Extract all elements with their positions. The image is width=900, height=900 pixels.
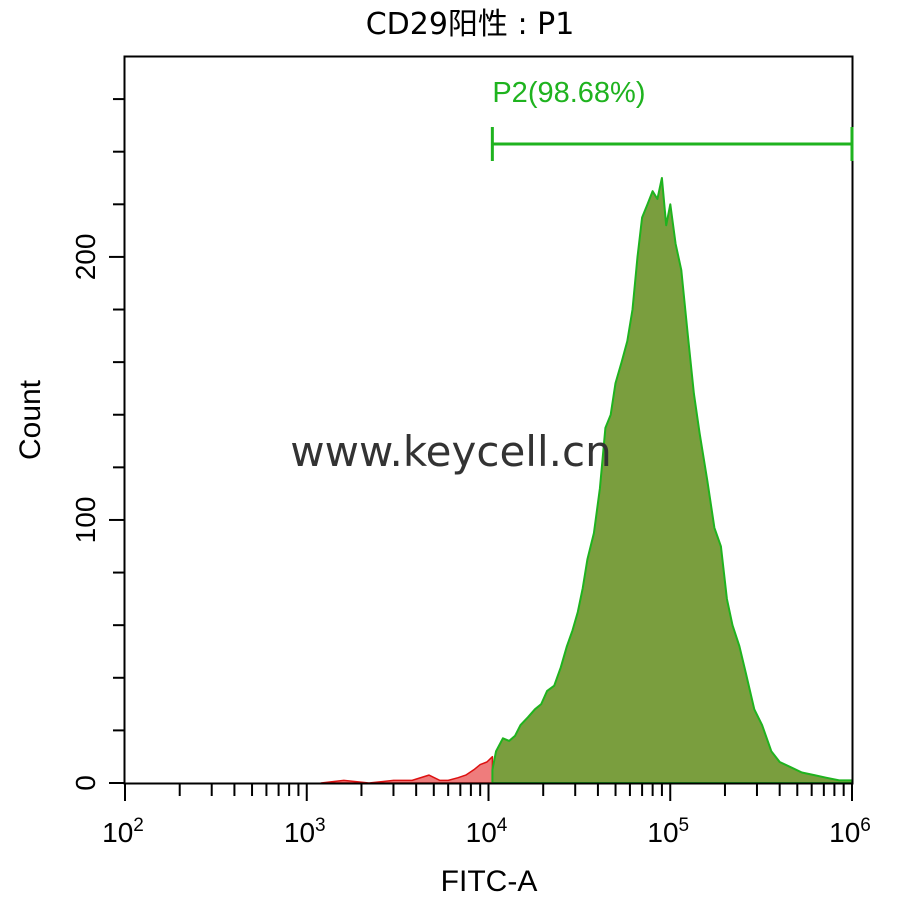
watermark-text: www.keycell.cn (290, 427, 611, 476)
y-tick-label: 0 (70, 775, 101, 791)
histogram-ungated-area (320, 755, 494, 784)
x-tick-label: 106 (829, 815, 871, 848)
x-axis: 102 103 104 105 106 (102, 784, 871, 848)
y-tick-label: 100 (70, 497, 101, 544)
plot-area (320, 177, 853, 784)
x-tick-label: 103 (284, 815, 326, 848)
x-tick-label: 102 (102, 815, 144, 848)
x-axis-label: FITC-A (441, 865, 538, 898)
x-tick-label: 105 (647, 815, 689, 848)
x-tick-label: 104 (466, 815, 508, 848)
plot-frame (123, 55, 854, 785)
y-tick-label: 200 (70, 234, 101, 281)
histogram-gated-area (491, 177, 853, 784)
chart-title: CD29阳性 : P1 (366, 7, 575, 42)
gate-label: P2(98.68%) (492, 77, 645, 109)
gate-p2: P2(98.68%) (490, 77, 854, 161)
y-axis: 0 100 200 (70, 98, 124, 791)
y-axis-label: Count (14, 379, 47, 460)
